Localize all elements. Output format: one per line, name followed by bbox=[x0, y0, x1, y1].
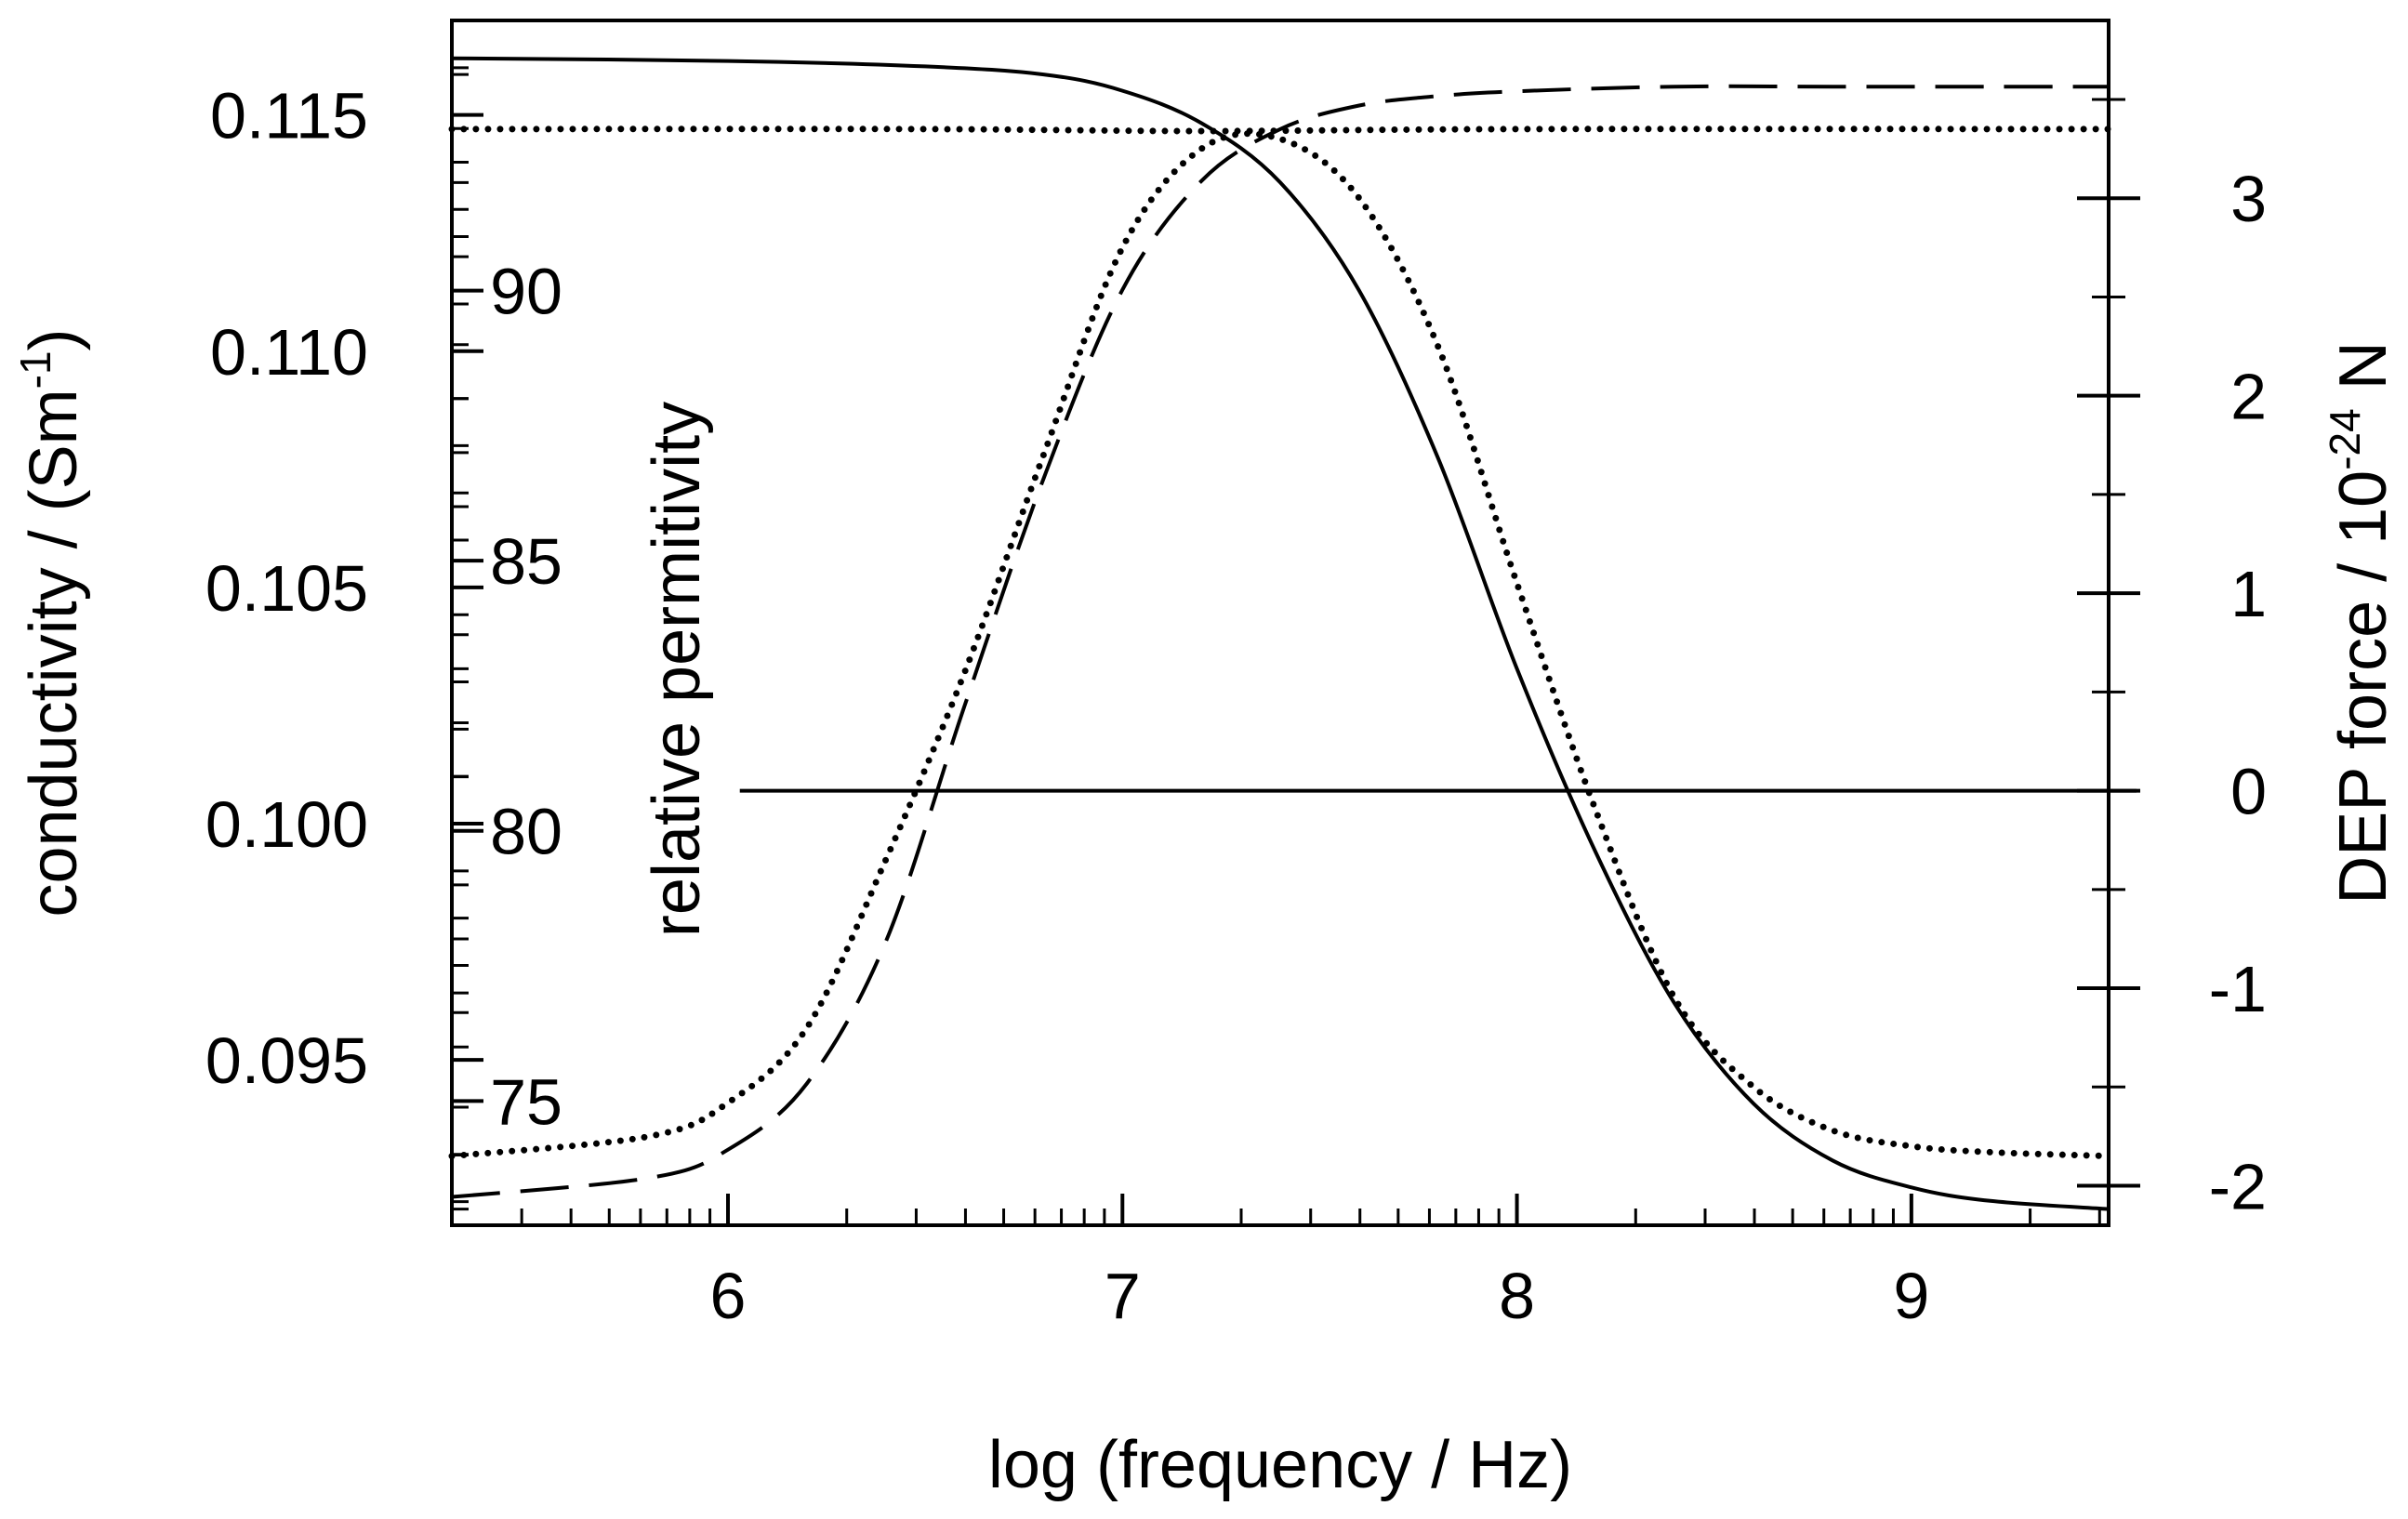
plot-frame bbox=[450, 19, 2110, 1227]
dep-tick-label: 1 bbox=[2230, 558, 2267, 630]
permittivity-axis-title: relative permitivity bbox=[640, 402, 714, 937]
dep-force-axis-title-exp: -24 bbox=[2321, 408, 2369, 469]
series-dep-force-plateau bbox=[448, 125, 2112, 135]
conductivity-tick-label: 0.105 bbox=[205, 552, 368, 625]
dep-force-axis-title-unit: N bbox=[2326, 341, 2401, 408]
conductivity-tick-label: 0.095 bbox=[205, 1024, 368, 1097]
conductivity-axis-title: conductivity / (Sm-1) bbox=[11, 328, 91, 917]
axis-ticks bbox=[450, 66, 2140, 1225]
tick-labels: 6 7 8 9 0.095 0.100 0.105 0.110 0.115 75 80 85 90 -2 -… bbox=[205, 80, 2267, 1332]
conductivity-tick-label: 0.110 bbox=[210, 316, 368, 389]
permittivity-tick-label: 90 bbox=[490, 256, 562, 328]
conductivity-axis-title-main: conductivity / (Sm bbox=[17, 389, 91, 917]
dep-tick-label: -1 bbox=[2209, 953, 2267, 1025]
data-series bbox=[448, 56, 2137, 1211]
dep-tick-label: -2 bbox=[2209, 1151, 2267, 1223]
permittivity-tick-label: 85 bbox=[490, 525, 562, 598]
dep-tick-label: 2 bbox=[2230, 361, 2267, 433]
x-tick-label: 6 bbox=[710, 1260, 747, 1332]
x-tick-label: 7 bbox=[1105, 1260, 1141, 1332]
permittivity-tick-label: 75 bbox=[490, 1065, 562, 1138]
dep-tick-label: 3 bbox=[2230, 163, 2267, 235]
conductivity-axis-title-exp: -1 bbox=[11, 350, 60, 389]
x-axis-title: log (frequency / Hz) bbox=[988, 1428, 1572, 1502]
conductivity-axis-title-close: ) bbox=[17, 328, 91, 350]
conductivity-tick-label: 0.100 bbox=[205, 788, 368, 861]
dep-tick-label: 0 bbox=[2230, 756, 2267, 828]
dep-force-axis-title: DEP force / 10-24 N bbox=[2321, 341, 2401, 904]
x-tick-label: 9 bbox=[1893, 1260, 1929, 1332]
series-relative-permittivity bbox=[451, 56, 2110, 1211]
series-conductivity bbox=[451, 84, 2109, 1199]
conductivity-tick-label: 0.115 bbox=[210, 80, 368, 152]
dep-force-axis-title-main: DEP force / 10 bbox=[2326, 470, 2401, 905]
x-tick-label: 8 bbox=[1499, 1260, 1535, 1332]
series-dep-force bbox=[448, 130, 2112, 1160]
permittivity-tick-label: 80 bbox=[490, 796, 562, 868]
